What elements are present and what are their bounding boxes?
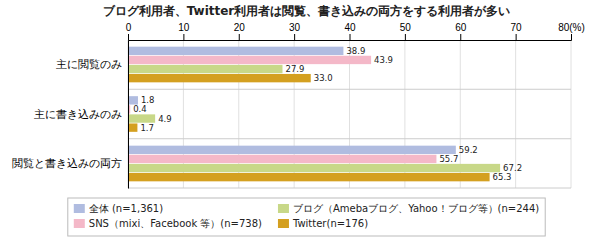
- tick: 60: [455, 22, 467, 40]
- tick-label: 80(%): [558, 22, 585, 33]
- axis-line: [128, 41, 129, 189]
- data-label: 38.9: [346, 46, 365, 56]
- data-label: 1.7: [140, 123, 154, 133]
- legend-item: Twitter(n=176): [278, 218, 368, 229]
- bar: [128, 65, 282, 73]
- data-labels: 38.91.859.243.90.455.727.94.967.233.01.7…: [133, 46, 522, 182]
- separators: [128, 89, 571, 188]
- tick-label: 70: [511, 22, 523, 33]
- data-label: 43.9: [374, 55, 393, 65]
- data-label: 27.9: [285, 64, 304, 74]
- tick-label: 50: [400, 22, 412, 33]
- bar: [128, 123, 137, 131]
- y-axis: 主に閲覧のみ主に書き込みのみ閲覧と書き込みの両方: [12, 41, 129, 189]
- legend: 全体 (n=1,361) SNS（mixi、Facebook 等）(n=738) ブ…: [68, 198, 545, 236]
- bar: [128, 74, 311, 82]
- bar: [128, 164, 500, 172]
- chart: ブログ利用者、Twitter利用者は閲覧、書き込みの両方をする利用者が多い 38.…: [0, 0, 613, 248]
- grid: [128, 40, 571, 188]
- legend-item: SNS（mixi、Facebook 等）(n=738): [74, 218, 262, 229]
- title: ブログ利用者、Twitter利用者は閲覧、書き込みの両方をする利用者が多い: [103, 4, 511, 18]
- tick-label: 10: [178, 22, 190, 33]
- legend-label: SNS（mixi、Facebook 等）(n=738): [89, 218, 262, 229]
- group-separator: [128, 188, 571, 189]
- legend-swatch: [278, 219, 289, 228]
- legend-swatch: [278, 204, 289, 213]
- grid-line: [571, 40, 572, 188]
- legend-frame: [68, 198, 545, 236]
- legend-swatch: [74, 219, 85, 228]
- tick-label: 40: [344, 22, 356, 33]
- legend-item: ブログ（Amebaブログ、Yahoo！ブログ等）(n=244): [278, 203, 539, 214]
- tick-mark: [350, 34, 351, 40]
- group-separator: [128, 138, 571, 139]
- tick: 30: [289, 22, 301, 40]
- bar: [128, 96, 138, 104]
- tick-mark: [128, 34, 129, 40]
- tick-label: 主に書き込みのみ: [34, 108, 122, 120]
- tick-mark: [516, 34, 517, 40]
- tick-mark: [183, 34, 184, 40]
- tick-mark: [405, 34, 406, 40]
- data-label: 4.9: [158, 114, 172, 124]
- tick-label: 0: [126, 22, 132, 33]
- tick: 主に書き込みのみ: [34, 108, 128, 120]
- data-label: 59.2: [459, 145, 478, 155]
- tick-label: 30: [289, 22, 301, 33]
- tick-label: 60: [455, 22, 467, 33]
- tick: 10: [178, 22, 190, 40]
- tick-label: 主に閲覧のみ: [56, 58, 122, 70]
- bar: [128, 173, 490, 181]
- data-label: 55.7: [439, 154, 458, 164]
- tick: 閲覧と書き込みの両方: [12, 157, 128, 169]
- tick: 50: [400, 22, 412, 40]
- grid-line: [128, 40, 129, 188]
- tick: 20: [234, 22, 246, 40]
- data-label: 33.0: [314, 73, 333, 83]
- bar: [128, 47, 343, 55]
- tick-mark: [571, 34, 572, 40]
- tick: 40: [344, 22, 356, 40]
- tick-label: 閲覧と書き込みの両方: [12, 157, 122, 169]
- bars: [128, 47, 500, 182]
- tick-mark: [294, 34, 295, 40]
- legend-item: 全体 (n=1,361): [74, 203, 163, 214]
- bar: [128, 146, 456, 154]
- bar: [128, 114, 155, 122]
- tick-label: 20: [234, 22, 246, 33]
- data-label: 0.4: [133, 104, 147, 114]
- axis-line: [129, 34, 572, 41]
- x-axis: 0 10 20 30 40 50 60 70 80(%): [126, 22, 585, 41]
- bar: [128, 56, 371, 64]
- tick: 主に閲覧のみ: [56, 58, 128, 70]
- tick: 80(%): [558, 22, 585, 40]
- tick-mark: [239, 34, 240, 40]
- data-label: 65.3: [493, 172, 512, 182]
- tick: 0: [126, 22, 132, 40]
- legend-label: 全体 (n=1,361): [89, 203, 163, 214]
- bar: [128, 155, 436, 163]
- legend-label: Twitter(n=176): [292, 218, 368, 229]
- legend-label: ブログ（Amebaブログ、Yahoo！ブログ等）(n=244): [293, 203, 539, 214]
- legend-swatch: [74, 204, 85, 213]
- group-separator: [128, 89, 571, 90]
- tick-mark: [460, 34, 461, 40]
- tick: 70: [511, 22, 523, 40]
